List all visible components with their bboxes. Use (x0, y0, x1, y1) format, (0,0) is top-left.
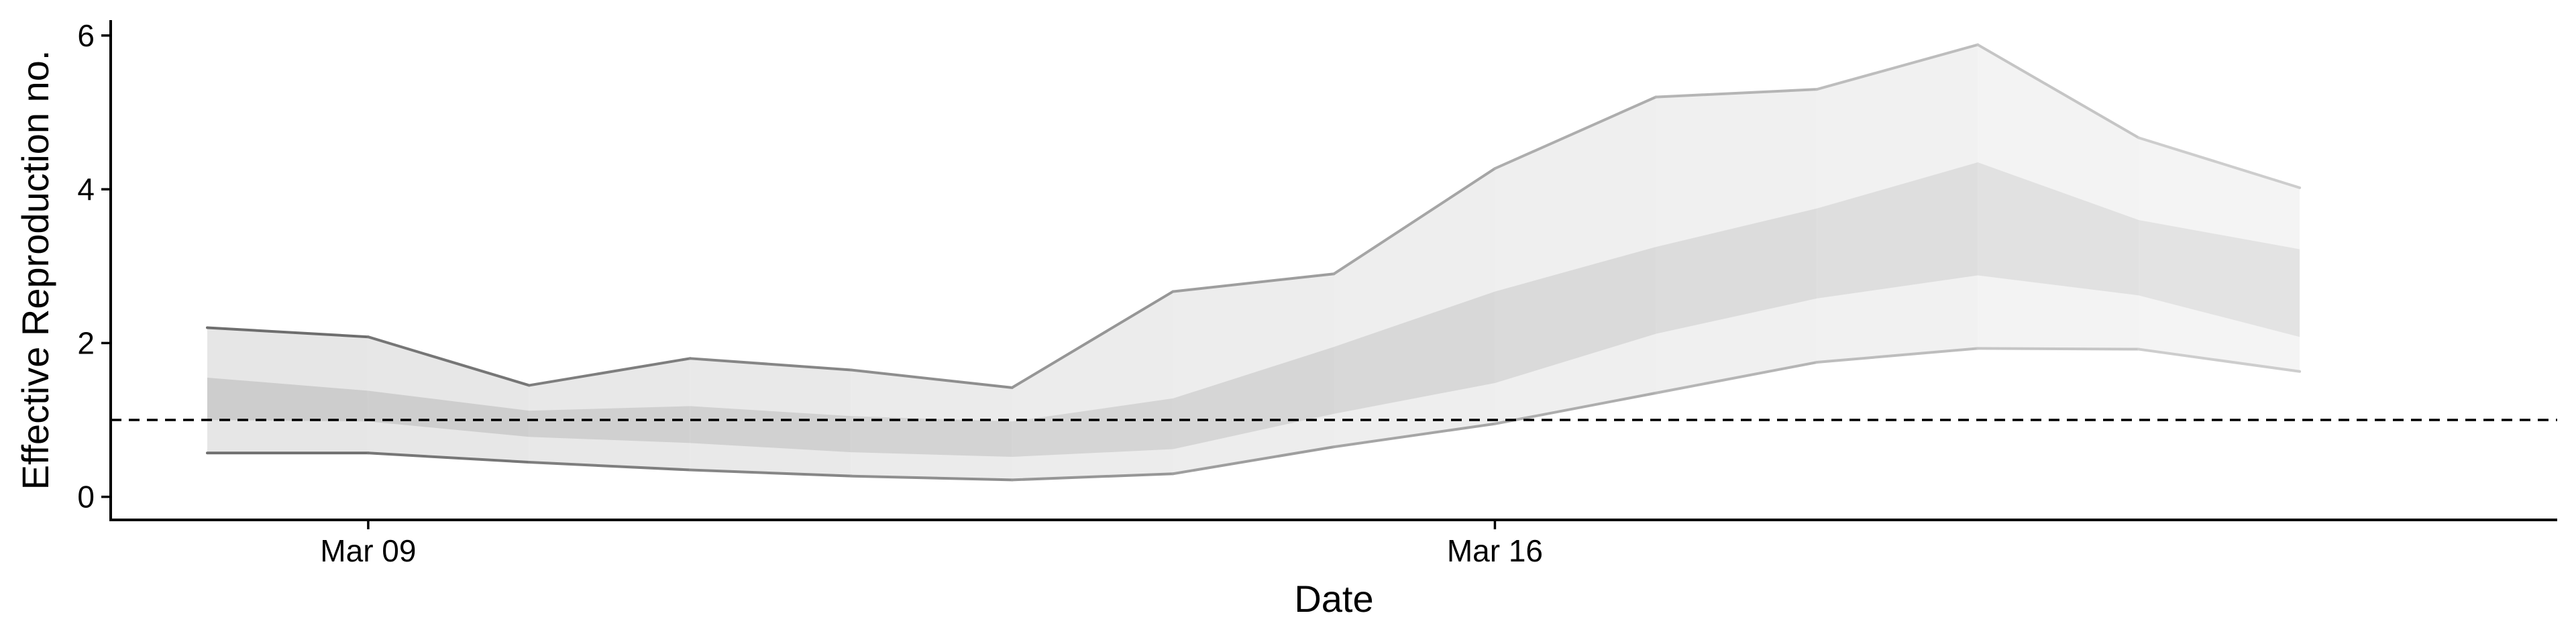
credible-interval-bands (207, 44, 2300, 480)
upper-bound-line-segment (366, 335, 531, 387)
upper-bound-line-segment (1493, 95, 1658, 170)
upper-bound-line-segment (688, 357, 853, 372)
upper-bound-line-segment (1815, 43, 1980, 91)
inner-band-segment (1817, 162, 1978, 299)
inner-band-segment (1978, 162, 2139, 296)
upper-bound-line-segment (527, 357, 692, 387)
lower-bound-line-segment (1976, 347, 2141, 351)
lower-bound-line-segment (366, 451, 531, 464)
lower-bound-line-segment (1171, 445, 1336, 476)
inner-band-segment (851, 416, 1012, 458)
y-axis-title: Effective Reproduction no. (14, 50, 56, 490)
x-axis-ticks: Mar 09 Mar 16 (320, 520, 1543, 568)
x-axis-title: Date (1294, 578, 1373, 620)
inner-band-segment (1012, 398, 1173, 458)
upper-bound-line-segment (205, 326, 370, 339)
lower-bound-line-segment (1332, 422, 1497, 449)
y-tick-label: 4 (77, 172, 95, 207)
inner-band-segment (207, 377, 368, 422)
lower-bound-line-segment (527, 461, 692, 472)
inner-band-segment (1495, 247, 1656, 383)
inner-band-segment (2139, 220, 2300, 337)
outer-band-segment (1978, 44, 2139, 350)
interval-edge-lines (205, 43, 2302, 482)
y-axis-ticks: 0 2 4 6 (77, 18, 111, 515)
x-tick-label: Mar 16 (1447, 533, 1543, 568)
upper-bound-line-segment (2137, 136, 2302, 189)
upper-bound-line-segment (1171, 272, 1336, 293)
lower-bound-line-segment (1654, 361, 1819, 394)
y-tick-label: 0 (77, 480, 95, 515)
upper-bound-line-segment (1332, 167, 1497, 276)
outer-band-segment (2139, 138, 2300, 372)
inner-band-segment (690, 406, 851, 453)
inner-band-segment (1173, 347, 1334, 449)
lower-bound-line-segment (1493, 391, 1658, 425)
lower-bound-line-segment (1815, 347, 1980, 364)
inner-band-segment (368, 390, 529, 437)
inner-band-segment (1334, 291, 1495, 414)
lower-bound-line-segment (1010, 472, 1175, 482)
upper-bound-line-segment (1976, 43, 2141, 140)
upper-bound-line-segment (1010, 290, 1175, 389)
y-tick-label: 6 (77, 18, 95, 53)
outer-band-segment (1817, 44, 1978, 363)
inner-band-segment (529, 406, 690, 443)
outer-band-segment (1656, 89, 1817, 393)
x-tick-label: Mar 09 (320, 533, 416, 568)
lower-bound-line-segment (688, 468, 853, 478)
lower-bound-line-segment (2137, 347, 2302, 373)
upper-bound-line-segment (1654, 88, 1819, 99)
y-tick-label: 2 (77, 325, 95, 360)
axes: Mar 09 Mar 16 0 2 4 6 (77, 18, 2557, 568)
inner-band-segment (1656, 208, 1817, 334)
upper-bound-line-segment (849, 368, 1014, 389)
lower-bound-line-segment (849, 474, 1014, 482)
